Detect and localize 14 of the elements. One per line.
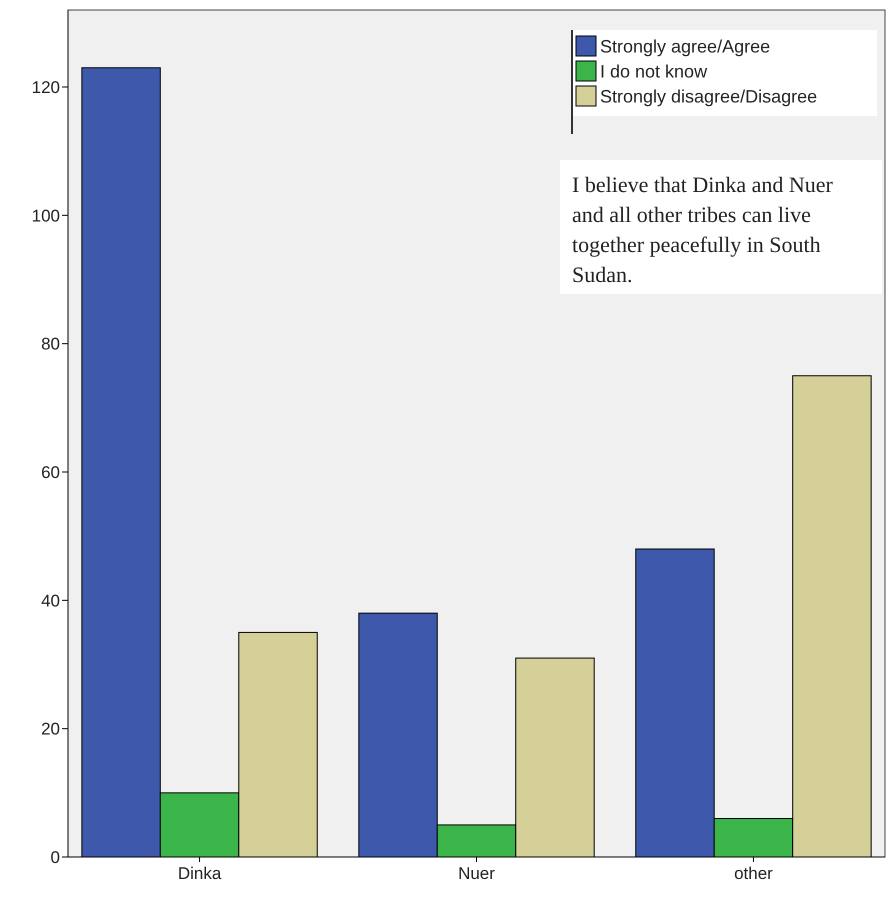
y-tick-label: 0 bbox=[50, 848, 60, 867]
y-tick-label: 60 bbox=[41, 462, 60, 482]
x-tick-label: Nuer bbox=[458, 864, 496, 883]
legend-label: I do not know bbox=[600, 61, 708, 82]
x-tick-label: other bbox=[734, 864, 774, 883]
y-tick-label: 80 bbox=[41, 334, 60, 354]
y-tick-label: 100 bbox=[32, 206, 60, 226]
annotation: I believe that Dinka and Nuer and all other tribes can live together peacefully in South Sudan. bbox=[572, 172, 834, 287]
y-tick-label: 20 bbox=[41, 720, 60, 739]
y-tick-label: 40 bbox=[41, 591, 60, 610]
legend-label: Strongly disagree/Disagree bbox=[600, 86, 818, 106]
y-tick-label: 120 bbox=[32, 78, 60, 97]
x-tick-label: Dinka bbox=[178, 864, 222, 883]
legend-label: Strongly agree/Agree bbox=[600, 36, 770, 56]
